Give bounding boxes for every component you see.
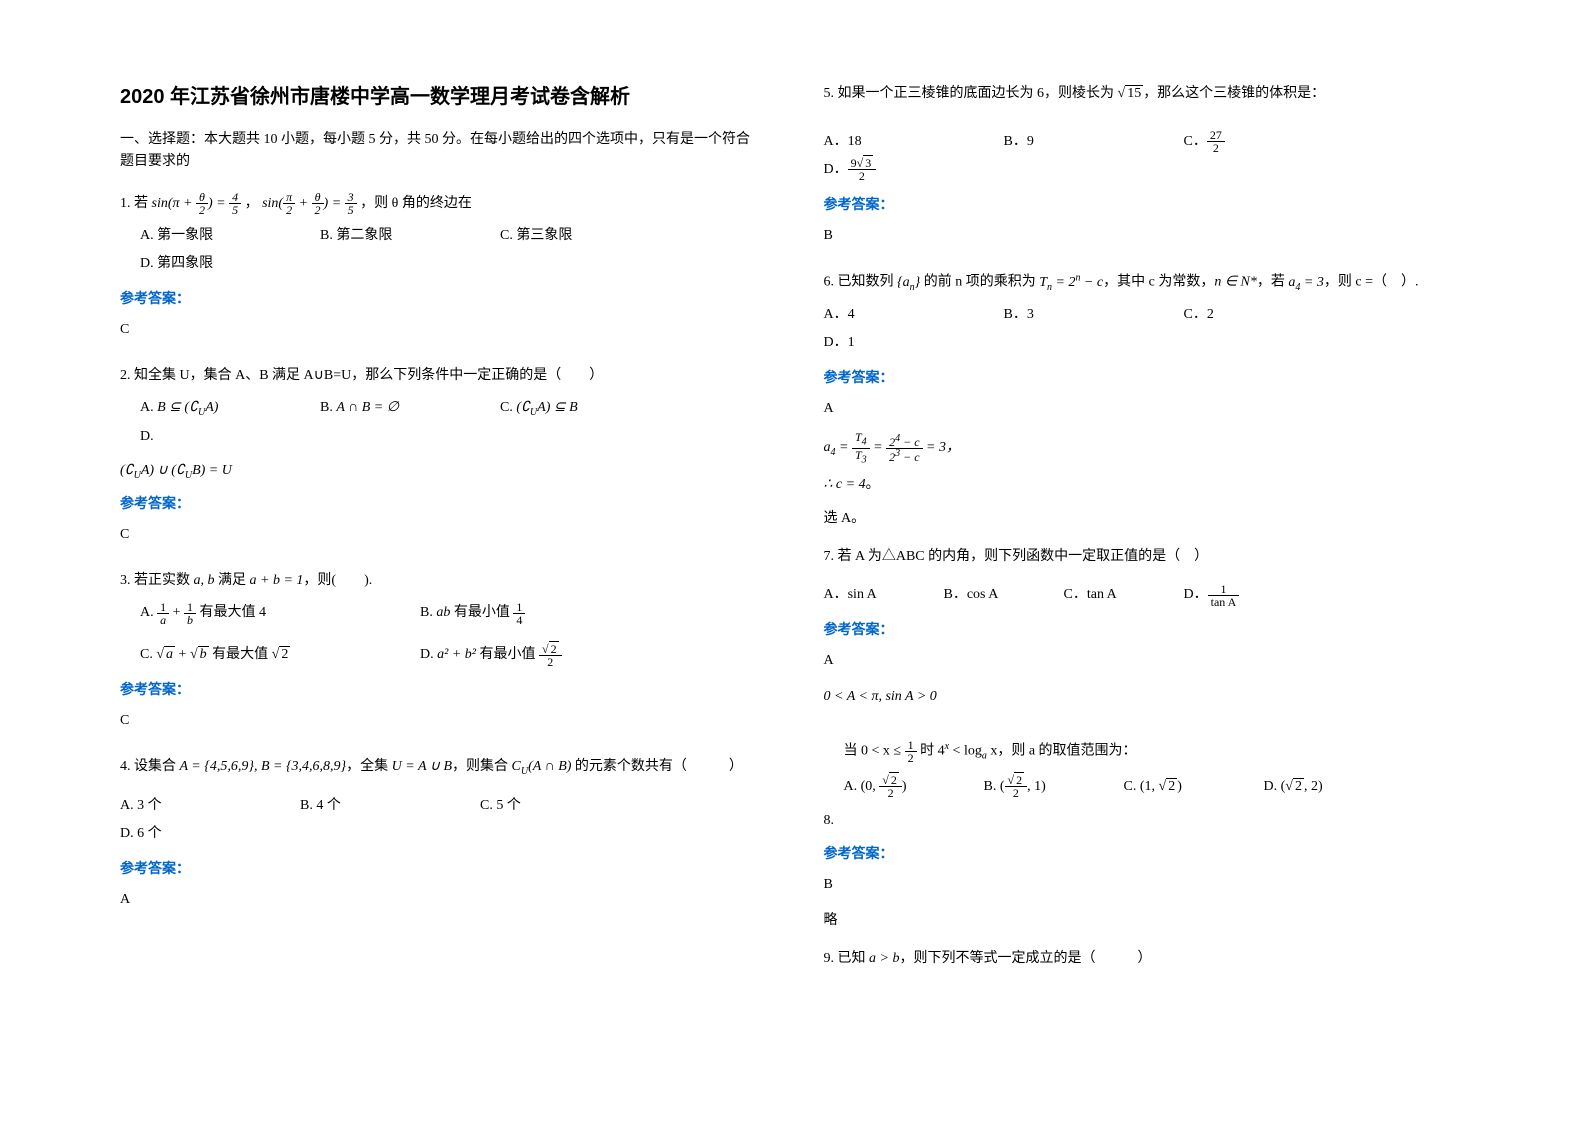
q3-answer-label: 参考答案： (120, 675, 764, 703)
q6-options: A．4 B．3 C．2 D．1 (824, 301, 1468, 357)
question-3: 3. 若正实数 a, b 满足 a + b = 1，则( ). A. 1a + … (120, 567, 764, 743)
q2-opt-d-cont: (∁UA) ∪ (∁UB) = U (120, 457, 764, 486)
q8-opt-d: D. (2, 2) (1264, 773, 1384, 801)
exam-title: 2020 年江苏省徐州市唐楼中学高一数学理月考试卷含解析 (120, 80, 764, 109)
q7-answer-label: 参考答案： (824, 615, 1468, 643)
q4-answer: A (120, 886, 764, 914)
q3-options-row2: C. a + b 有最大值 2 D. a² + b² 有最小值 22 (120, 641, 764, 669)
q7-options: A．sin A B．cos A C．tan A D．1tan A (824, 581, 1468, 609)
q1-options: A. 第一象限 B. 第二象限 C. 第三象限 D. 第四象限 (120, 222, 764, 278)
q1-answer: C (120, 316, 764, 344)
q1-opt-b: B. 第二象限 (320, 222, 480, 250)
question-5: 5. 如果一个正三棱锥的底面边长为 6，则棱长为 15，那么这个三棱锥的体积是：… (824, 80, 1468, 258)
q7-opt-c: C．tan A (1064, 581, 1164, 609)
q1-text: 1. 若 sin(π + θ2) = 45 ， sin(π2 + θ2) = 3… (120, 190, 764, 218)
q6-work-line1: a4 = T4T3 = 24 − c23 − c = 3， (824, 431, 1468, 465)
question-2: 2. 知全集 U，集合 A、B 满足 A∪B=U，那么下列条件中一定正确的是（ … (120, 362, 764, 558)
q8-work: 略 (824, 907, 1468, 935)
q8-answer-label: 参考答案： (824, 839, 1468, 867)
q2-text: 2. 知全集 U，集合 A、B 满足 A∪B=U，那么下列条件中一定正确的是（ … (120, 362, 764, 390)
q6-work-line2: ∴ c = 4。 (824, 471, 1468, 499)
question-4: 4. 设集合 A = {4,5,6,9}, B = {3,4,6,8,9}，全集… (120, 753, 764, 922)
q3-opt-d: D. a² + b² 有最小值 22 (420, 641, 680, 669)
q2-options: A. B ⊆ (∁UA) B. A ∩ B = ∅ C. (∁UA) ⊆ B D… (120, 394, 764, 451)
q8-opt-a: A. (0, 22) (844, 773, 964, 801)
q4-opt-c: C. 5 个 (480, 792, 640, 820)
q6-opt-c: C．2 (1184, 301, 1344, 329)
q2-opt-b: B. A ∩ B = ∅ (320, 394, 480, 423)
q4-text: 4. 设集合 A = {4,5,6,9}, B = {3,4,6,8,9}，全集… (120, 753, 764, 782)
q6-opt-a: A．4 (824, 301, 984, 329)
q4-options: A. 3 个 B. 4 个 C. 5 个 D. 6 个 (120, 792, 764, 848)
q6-answer: A (824, 395, 1468, 423)
q3-opt-a: A. 1a + 1b 有最大值 4 (140, 599, 400, 627)
right-column: 5. 如果一个正三棱锥的底面边长为 6，则棱长为 15，那么这个三棱锥的体积是：… (824, 80, 1468, 1042)
q1-opt-a: A. 第一象限 (140, 222, 300, 250)
q1-answer-label: 参考答案： (120, 284, 764, 312)
q5-opt-a: A．18 (824, 128, 984, 156)
q7-text: 7. 若 A 为△ABC 的内角，则下列函数中一定取正值的是（ ） (824, 543, 1468, 571)
q3-options-row1: A. 1a + 1b 有最大值 4 B. ab 有最小值 14 (120, 599, 764, 627)
q9-text: 9. 已知 a > b，则下列不等式一定成立的是（ ） (824, 945, 1468, 973)
q5-answer: B (824, 222, 1468, 250)
section-1-heading: 一、选择题：本大题共 10 小题，每小题 5 分，共 50 分。在每小题给出的四… (120, 129, 764, 174)
q4-opt-a: A. 3 个 (120, 792, 280, 820)
q4-opt-b: B. 4 个 (300, 792, 460, 820)
question-7: 7. 若 A 为△ABC 的内角，则下列函数中一定取正值的是（ ） A．sin … (824, 543, 1468, 711)
left-column: 2020 年江苏省徐州市唐楼中学高一数学理月考试卷含解析 一、选择题：本大题共 … (120, 80, 764, 1042)
q2-opt-a: A. B ⊆ (∁UA) (140, 394, 300, 423)
q3-answer: C (120, 707, 764, 735)
q6-opt-d: D．1 (824, 329, 984, 357)
q5-options: A．18 B．9 C．272 D．932 (824, 128, 1468, 184)
q8-opt-c: C. (1, 2) (1124, 773, 1244, 801)
q8-options: A. (0, 22) B. (22, 1) C. (1, 2) D. (2, 2… (824, 773, 1468, 801)
q4-answer-label: 参考答案： (120, 854, 764, 882)
q8-text: 当 0 < x ≤ 12 时 4x < loga x，则 a 的取值范围为： (824, 737, 1468, 766)
question-6: 6. 已知数列 {an} 的前 n 项的乘积为 Tn = 2n − c，其中 c… (824, 268, 1468, 533)
q7-answer: A (824, 647, 1468, 675)
question-8: 当 0 < x ≤ 12 时 4x < loga x，则 a 的取值范围为： A… (824, 737, 1468, 934)
q2-opt-d: D. (140, 423, 300, 451)
q8-answer: B (824, 871, 1468, 899)
q8-opt-b: B. (22, 1) (984, 773, 1104, 801)
q6-answer-label: 参考答案： (824, 363, 1468, 391)
question-9: 9. 已知 a > b，则下列不等式一定成立的是（ ） (824, 945, 1468, 977)
q2-opt-c: C. (∁UA) ⊆ B (500, 394, 660, 423)
q2-answer-label: 参考答案： (120, 489, 764, 517)
q1-opt-d: D. 第四象限 (140, 250, 300, 278)
q7-opt-d: D．1tan A (1184, 581, 1284, 609)
q3-opt-c: C. a + b 有最大值 2 (140, 641, 400, 669)
question-1: 1. 若 sin(π + θ2) = 45 ， sin(π2 + θ2) = 3… (120, 190, 764, 352)
q7-opt-b: B．cos A (944, 581, 1044, 609)
q1-opt-c: C. 第三象限 (500, 222, 660, 250)
q5-opt-b: B．9 (1004, 128, 1164, 156)
q3-opt-b: B. ab 有最小值 14 (420, 599, 680, 627)
q6-text: 6. 已知数列 {an} 的前 n 项的乘积为 Tn = 2n − c，其中 c… (824, 268, 1468, 297)
q6-opt-b: B．3 (1004, 301, 1164, 329)
q7-work: 0 < A < π, sin A > 0 (824, 683, 1468, 711)
q5-text: 5. 如果一个正三棱锥的底面边长为 6，则棱长为 15，那么这个三棱锥的体积是： (824, 80, 1468, 108)
q4-opt-d: D. 6 个 (120, 820, 280, 848)
q6-work-line3: 选 A。 (824, 505, 1468, 533)
q5-opt-d: D．932 (824, 156, 984, 184)
q5-opt-c: C．272 (1184, 128, 1344, 156)
q3-text: 3. 若正实数 a, b 满足 a + b = 1，则( ). (120, 567, 764, 595)
q8-number: 8. (824, 807, 1468, 835)
q7-opt-a: A．sin A (824, 581, 924, 609)
q2-answer: C (120, 521, 764, 549)
q5-answer-label: 参考答案： (824, 190, 1468, 218)
